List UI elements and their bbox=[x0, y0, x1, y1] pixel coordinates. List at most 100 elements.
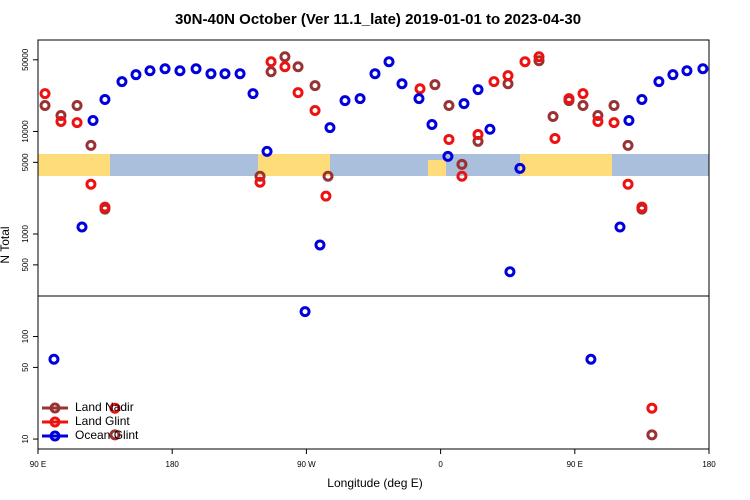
point bbox=[413, 93, 425, 105]
point bbox=[261, 145, 273, 157]
point bbox=[279, 51, 291, 63]
point bbox=[279, 61, 291, 73]
legend-label: Land Glint bbox=[75, 414, 130, 428]
point bbox=[314, 239, 326, 251]
point bbox=[681, 65, 693, 77]
point bbox=[549, 132, 561, 144]
point bbox=[614, 221, 626, 233]
point bbox=[144, 65, 156, 77]
point bbox=[646, 429, 658, 441]
y-tick-label: 50000 bbox=[21, 48, 30, 71]
point bbox=[309, 105, 321, 117]
point bbox=[443, 100, 455, 112]
point bbox=[85, 178, 97, 190]
point bbox=[369, 68, 381, 80]
legend-marker bbox=[49, 402, 61, 414]
x-tick-label: 180 bbox=[702, 460, 716, 469]
point bbox=[292, 87, 304, 99]
chart-title: 30N-40N October (Ver 11.1_late) 2019-01-… bbox=[175, 11, 581, 28]
point bbox=[608, 117, 620, 129]
map-strip bbox=[38, 154, 709, 176]
x-tick-label: 90 E bbox=[30, 460, 46, 469]
point bbox=[234, 68, 246, 80]
point bbox=[292, 61, 304, 73]
point bbox=[443, 133, 455, 145]
point bbox=[254, 170, 266, 182]
point bbox=[502, 70, 514, 82]
point bbox=[519, 56, 531, 68]
point bbox=[324, 122, 336, 134]
point bbox=[39, 100, 51, 112]
point bbox=[622, 139, 634, 151]
point bbox=[488, 76, 500, 88]
y-tick-label: 1000 bbox=[21, 225, 30, 243]
point bbox=[646, 402, 658, 414]
point bbox=[85, 139, 97, 151]
point bbox=[265, 66, 277, 78]
point bbox=[109, 429, 121, 441]
legend-label: Land Nadir bbox=[75, 400, 134, 414]
point bbox=[48, 353, 60, 365]
point bbox=[320, 190, 332, 202]
point bbox=[514, 162, 526, 174]
point bbox=[254, 176, 266, 188]
land bbox=[520, 154, 612, 176]
point bbox=[99, 94, 111, 106]
point bbox=[76, 221, 88, 233]
legend-marker bbox=[49, 430, 61, 442]
point bbox=[585, 353, 597, 365]
land bbox=[428, 160, 446, 176]
x-tick-label: 0 bbox=[438, 460, 443, 469]
y-tick-label: 100 bbox=[21, 329, 30, 343]
point bbox=[636, 94, 648, 106]
x-tick-label: 90 E bbox=[567, 460, 583, 469]
legend-marker bbox=[49, 416, 61, 428]
point bbox=[623, 114, 635, 126]
point bbox=[636, 201, 648, 213]
y-tick-label: 500 bbox=[21, 258, 30, 272]
point bbox=[484, 123, 496, 135]
point bbox=[592, 116, 604, 128]
point bbox=[130, 69, 142, 81]
point bbox=[697, 63, 709, 75]
point bbox=[109, 402, 121, 414]
point bbox=[504, 266, 516, 278]
point bbox=[426, 118, 438, 130]
x-tick-label: 180 bbox=[166, 460, 180, 469]
point bbox=[414, 83, 426, 95]
point bbox=[563, 93, 575, 105]
point bbox=[71, 100, 83, 112]
point bbox=[547, 110, 559, 122]
point bbox=[429, 79, 441, 91]
point bbox=[608, 100, 620, 112]
point bbox=[339, 95, 351, 107]
point bbox=[39, 88, 51, 100]
point bbox=[577, 88, 589, 100]
x-tick-label: 90 W bbox=[297, 460, 316, 469]
point bbox=[87, 114, 99, 126]
y-axis-label: N Total bbox=[0, 226, 12, 263]
point bbox=[533, 51, 545, 63]
point bbox=[653, 76, 665, 88]
point bbox=[472, 128, 484, 140]
point bbox=[190, 63, 202, 75]
point bbox=[456, 158, 468, 170]
point bbox=[396, 78, 408, 90]
y-tick-label: 10000 bbox=[21, 120, 30, 143]
point bbox=[354, 93, 366, 105]
point bbox=[219, 68, 231, 80]
y-tick-label: 5000 bbox=[21, 153, 30, 171]
point bbox=[159, 63, 171, 75]
point bbox=[55, 116, 67, 128]
point bbox=[458, 98, 470, 110]
point bbox=[456, 170, 468, 182]
point bbox=[71, 117, 83, 129]
point bbox=[592, 110, 604, 122]
point bbox=[577, 100, 589, 112]
point bbox=[309, 80, 321, 92]
legend-label: Ocean Glint bbox=[75, 428, 139, 442]
y-tick-label: 50 bbox=[21, 362, 30, 371]
point bbox=[205, 68, 217, 80]
